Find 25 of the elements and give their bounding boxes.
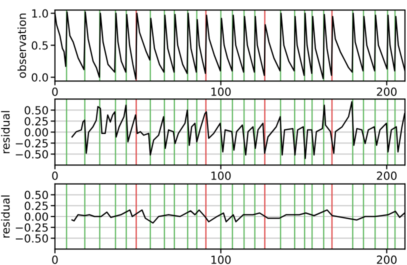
x-tick-label: 0	[52, 172, 58, 180]
y-tick-label: 0.25	[24, 117, 48, 126]
y-axis-title: observation	[17, 14, 26, 78]
y-tick-label: 0.25	[24, 202, 48, 210]
y-tick-label: −0.50	[16, 234, 48, 243]
x-tick-label: 100	[211, 256, 231, 264]
x-tick-label: 200	[376, 88, 397, 96]
x-tick-label: 200	[376, 172, 397, 180]
y-tick-label: 0.0	[32, 73, 48, 82]
y-tick-label: 0.00	[24, 128, 48, 136]
x-tick-label: 100	[211, 172, 231, 180]
y-tick-label: 0.50	[24, 190, 48, 200]
y-tick-label: 0.00	[24, 212, 48, 221]
y-tick-label: −0.25	[16, 223, 48, 232]
y-tick-label: 0.50	[24, 106, 48, 114]
y-tick-label: 1.0	[32, 9, 48, 18]
x-tick-label: 200	[376, 256, 397, 264]
y-tick-label: 0.5	[32, 41, 48, 50]
x-tick-label: 0	[52, 256, 58, 264]
x-tick-label: 100	[211, 88, 231, 96]
y-axis-title: residual	[1, 196, 10, 238]
y-tick-label: −0.50	[16, 150, 48, 158]
x-tick-label: 0	[52, 88, 58, 96]
y-axis-title: residual	[1, 111, 10, 154]
y-tick-label: −0.25	[16, 139, 48, 148]
